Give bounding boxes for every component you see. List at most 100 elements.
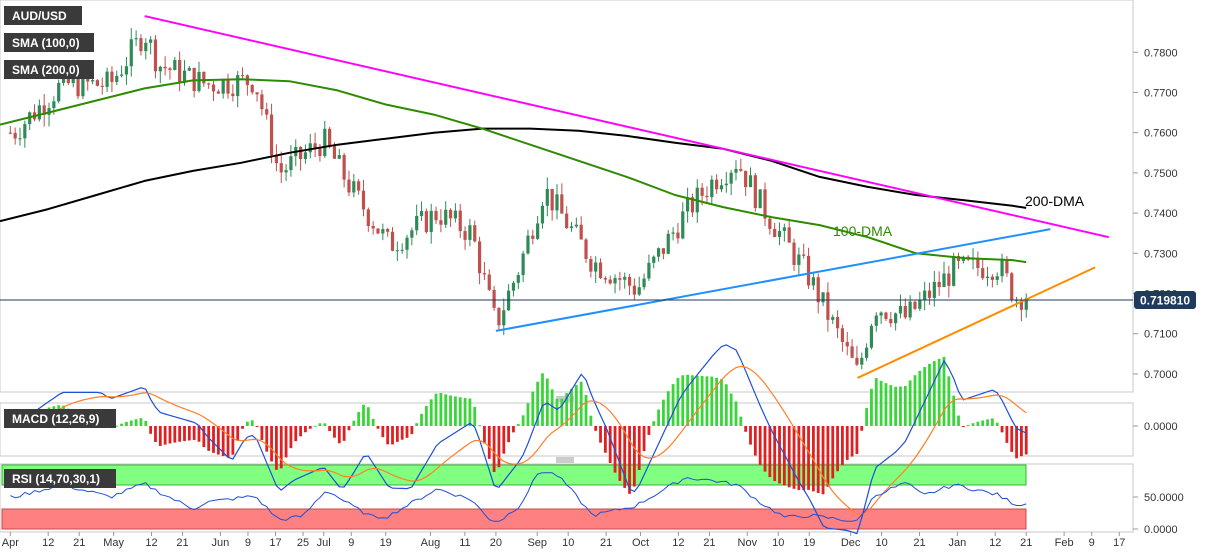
candle-body <box>569 226 574 229</box>
candle-body <box>632 285 636 295</box>
candle-body <box>221 79 225 94</box>
candle-body <box>265 109 269 115</box>
legend-sma100[interactable]: SMA (100,0) <box>4 33 94 52</box>
legend-symbol[interactable]: AUD/USD <box>4 6 82 25</box>
candle-body <box>323 128 327 157</box>
macd-histogram-bar <box>371 418 375 426</box>
candle-body <box>894 313 898 324</box>
macd-histogram-bar <box>333 426 336 438</box>
macd-histogram-bar <box>971 423 975 426</box>
candle-body <box>584 239 588 260</box>
macd-histogram-bar <box>405 426 409 438</box>
candle-body <box>211 84 216 92</box>
rsi-label: RSI (14,70,30,1) <box>12 472 100 486</box>
x-tick-label: 9 <box>348 537 354 549</box>
macd-histogram-bar <box>652 421 656 426</box>
x-tick-label: 21 <box>176 537 188 549</box>
macd-histogram-bar <box>415 423 419 426</box>
candle-body <box>618 278 622 280</box>
candle-body <box>1000 260 1004 277</box>
candle-body <box>874 315 878 326</box>
macd-histogram-bar <box>391 426 394 445</box>
macd-histogram-bar <box>879 380 883 426</box>
candle-body <box>811 277 815 286</box>
rsi-tick-label: 50.0000 <box>1144 492 1184 504</box>
x-tick-label: 10 <box>562 537 574 549</box>
candle-body <box>255 92 259 95</box>
candle-body <box>197 71 201 91</box>
macd-histogram-bar <box>894 386 898 426</box>
macd-histogram-bar <box>850 426 854 457</box>
legend-macd[interactable]: MACD (12,26,9) <box>4 409 116 428</box>
candle-body <box>652 256 656 263</box>
macd-histogram-bar <box>990 418 994 426</box>
macd-histogram-bar <box>357 412 361 426</box>
candle-body <box>898 306 903 314</box>
macd-histogram-bar <box>212 426 215 453</box>
macd-histogram-bar <box>275 426 278 470</box>
candle-body <box>690 197 695 213</box>
macd-histogram-bar <box>758 426 762 465</box>
candle-body <box>719 185 724 190</box>
candle-body <box>90 80 95 82</box>
macd-histogram-bar <box>410 426 414 435</box>
legend-sma200[interactable]: SMA (200,0) <box>4 60 94 79</box>
macd-histogram-bar <box>579 381 583 426</box>
macd-histogram-bar <box>313 425 317 427</box>
y-tick-label: 0.7800 <box>1144 47 1178 59</box>
candle-body <box>419 211 424 216</box>
candle-body <box>700 187 704 196</box>
legend-rsi[interactable]: RSI (14,70,30,1) <box>4 469 116 488</box>
x-tick-label: 12 <box>145 537 157 549</box>
x-tick-label: Dec <box>841 537 861 549</box>
macd-histogram-bar <box>1010 426 1014 452</box>
candle-body <box>105 71 109 87</box>
macd-histogram-bar <box>705 376 709 426</box>
candle-body <box>216 91 220 94</box>
macd-histogram-bar <box>603 426 607 453</box>
x-tick-label: Sep <box>527 537 547 549</box>
macd-histogram-bar <box>1020 426 1023 457</box>
macd-histogram-bar <box>289 426 293 449</box>
candle-body <box>482 273 487 275</box>
candle-body <box>806 255 811 286</box>
macd-histogram-bar <box>347 426 351 431</box>
macd-histogram-bar <box>773 426 777 482</box>
macd-histogram-bar <box>216 426 220 455</box>
macd-histogram-bar <box>342 426 346 441</box>
macd-histogram-bar <box>981 420 985 426</box>
candle-body <box>357 181 361 191</box>
candle-body <box>337 155 341 159</box>
candle-body <box>1024 298 1028 310</box>
x-tick-label: Jan <box>948 537 966 549</box>
macd-histogram-bar <box>541 373 544 426</box>
macd-histogram-bar <box>710 376 714 426</box>
macd-histogram-bar <box>492 426 496 472</box>
macd-histogram-bar <box>816 426 820 493</box>
macd-histogram-bar <box>720 379 723 426</box>
candle-body <box>168 68 172 71</box>
macd-histogram-bar <box>792 426 796 489</box>
rsi-tick-label: 0.0000 <box>1144 524 1178 536</box>
macd-histogram-bar <box>1000 426 1004 433</box>
symbol-label: AUD/USD <box>12 9 67 23</box>
candle-body <box>158 66 162 72</box>
candle-body <box>371 225 375 229</box>
macd-histogram-bar <box>231 426 235 455</box>
x-tick-label: 9 <box>1089 537 1095 549</box>
candle-body <box>676 232 680 239</box>
candle-body <box>463 231 467 240</box>
macd-histogram-bar <box>932 361 936 426</box>
candle-body <box>424 211 428 233</box>
x-tick-label: Nov <box>738 537 758 549</box>
candle-body <box>260 94 264 110</box>
candle-body <box>497 307 501 326</box>
macd-histogram-bar <box>468 398 472 426</box>
candle-body <box>758 189 762 209</box>
candle-body <box>777 230 782 237</box>
candle-body <box>477 241 482 274</box>
candle-body <box>352 181 356 193</box>
rsi-resize-handle[interactable] <box>556 457 574 463</box>
